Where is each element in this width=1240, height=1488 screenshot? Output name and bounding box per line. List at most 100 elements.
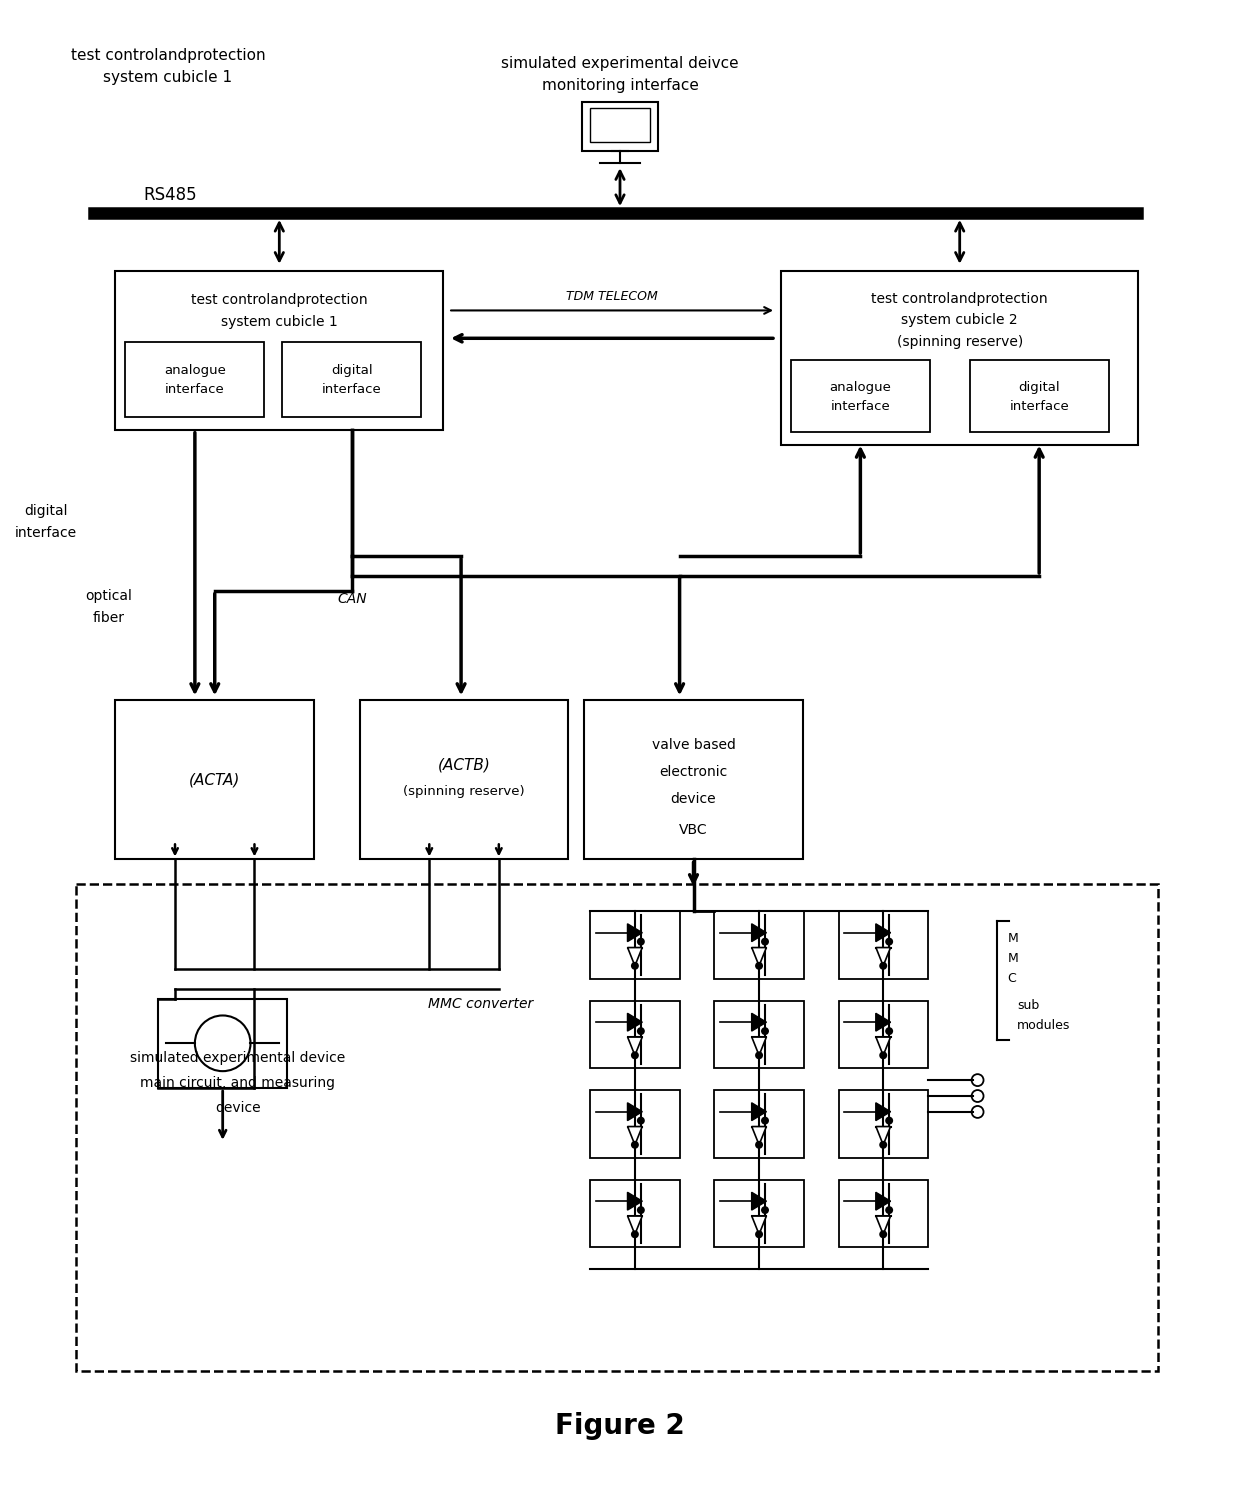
Text: digital: digital [1018, 381, 1060, 393]
Polygon shape [751, 1126, 766, 1144]
Bar [590, 1091, 680, 1158]
Text: interface: interface [322, 384, 382, 396]
Text: fiber: fiber [93, 610, 124, 625]
Polygon shape [751, 1216, 766, 1235]
Text: interface: interface [1009, 400, 1069, 414]
Bar [838, 1091, 928, 1158]
Text: M: M [1007, 952, 1018, 966]
Text: main circuit, and measuring: main circuit, and measuring [140, 1076, 335, 1091]
Polygon shape [627, 1216, 642, 1235]
Circle shape [761, 1207, 769, 1214]
Bar [970, 360, 1109, 432]
Text: system cubicle 1: system cubicle 1 [221, 315, 337, 329]
Text: C: C [1007, 972, 1016, 985]
Circle shape [755, 1141, 763, 1149]
Text: modules: modules [1017, 1019, 1070, 1031]
Text: test controlandprotection: test controlandprotection [872, 292, 1048, 305]
Polygon shape [627, 1126, 642, 1144]
Circle shape [631, 1141, 639, 1149]
Bar [714, 1091, 804, 1158]
Text: Figure 2: Figure 2 [556, 1412, 684, 1440]
Text: sub: sub [1017, 998, 1039, 1012]
Text: interface: interface [165, 384, 224, 396]
Circle shape [637, 937, 645, 945]
Polygon shape [627, 1192, 642, 1210]
Circle shape [761, 1027, 769, 1036]
Bar [781, 271, 1138, 445]
Text: interface: interface [15, 527, 77, 540]
Bar [584, 701, 802, 860]
Text: monitoring interface: monitoring interface [542, 79, 698, 94]
Text: M: M [1007, 933, 1018, 945]
Polygon shape [751, 948, 766, 966]
Text: system cubicle 1: system cubicle 1 [103, 70, 233, 85]
Bar [115, 271, 443, 430]
Polygon shape [751, 1013, 766, 1031]
Bar [590, 107, 650, 143]
Polygon shape [875, 1013, 890, 1031]
Bar [360, 701, 568, 860]
Text: MMC converter: MMC converter [428, 997, 533, 1010]
Bar [714, 1000, 804, 1068]
Text: digital: digital [24, 504, 68, 518]
Bar [714, 1180, 804, 1247]
Polygon shape [875, 948, 890, 966]
Bar [115, 701, 314, 860]
Polygon shape [627, 1013, 642, 1031]
Polygon shape [627, 1037, 642, 1055]
Text: simulated experimental device: simulated experimental device [130, 1051, 345, 1065]
Circle shape [879, 961, 887, 970]
Circle shape [761, 1116, 769, 1125]
Text: CAN: CAN [337, 592, 367, 606]
Text: simulated experimental deivce: simulated experimental deivce [501, 57, 739, 71]
Text: device: device [215, 1101, 260, 1115]
Circle shape [637, 1207, 645, 1214]
Polygon shape [627, 1103, 642, 1120]
Bar [590, 1000, 680, 1068]
Polygon shape [875, 1103, 890, 1120]
Circle shape [631, 1052, 639, 1059]
Text: analogue: analogue [830, 381, 892, 393]
Text: RS485: RS485 [144, 186, 197, 204]
Polygon shape [751, 1192, 766, 1210]
Polygon shape [875, 1216, 890, 1235]
Polygon shape [751, 1037, 766, 1055]
Circle shape [879, 1052, 887, 1059]
Circle shape [637, 1116, 645, 1125]
Circle shape [631, 1231, 639, 1238]
Text: (ACTB): (ACTB) [438, 757, 491, 772]
Text: VBC: VBC [680, 823, 708, 836]
Polygon shape [751, 924, 766, 942]
Circle shape [755, 961, 763, 970]
Text: test controlandprotection: test controlandprotection [191, 293, 367, 308]
Polygon shape [627, 948, 642, 966]
Bar [76, 884, 1158, 1372]
Circle shape [885, 937, 893, 945]
Bar [714, 911, 804, 979]
Text: optical: optical [86, 589, 131, 603]
Polygon shape [875, 924, 890, 942]
Text: electronic: electronic [660, 765, 728, 778]
Circle shape [885, 1027, 893, 1036]
Text: (ACTA): (ACTA) [188, 772, 241, 787]
Bar [838, 911, 928, 979]
Circle shape [631, 961, 639, 970]
Bar [838, 1180, 928, 1247]
Circle shape [637, 1027, 645, 1036]
Circle shape [885, 1207, 893, 1214]
Polygon shape [751, 1103, 766, 1120]
Circle shape [879, 1231, 887, 1238]
Text: digital: digital [331, 363, 373, 376]
Bar [125, 342, 264, 417]
Text: device: device [671, 792, 717, 805]
Text: system cubicle 2: system cubicle 2 [901, 314, 1018, 327]
Polygon shape [875, 1037, 890, 1055]
Circle shape [755, 1052, 763, 1059]
Bar [791, 360, 930, 432]
Bar [159, 998, 288, 1088]
Polygon shape [875, 1192, 890, 1210]
Bar [590, 1180, 680, 1247]
Text: (spinning reserve): (spinning reserve) [403, 786, 525, 798]
Bar [283, 342, 422, 417]
Bar [583, 101, 657, 152]
